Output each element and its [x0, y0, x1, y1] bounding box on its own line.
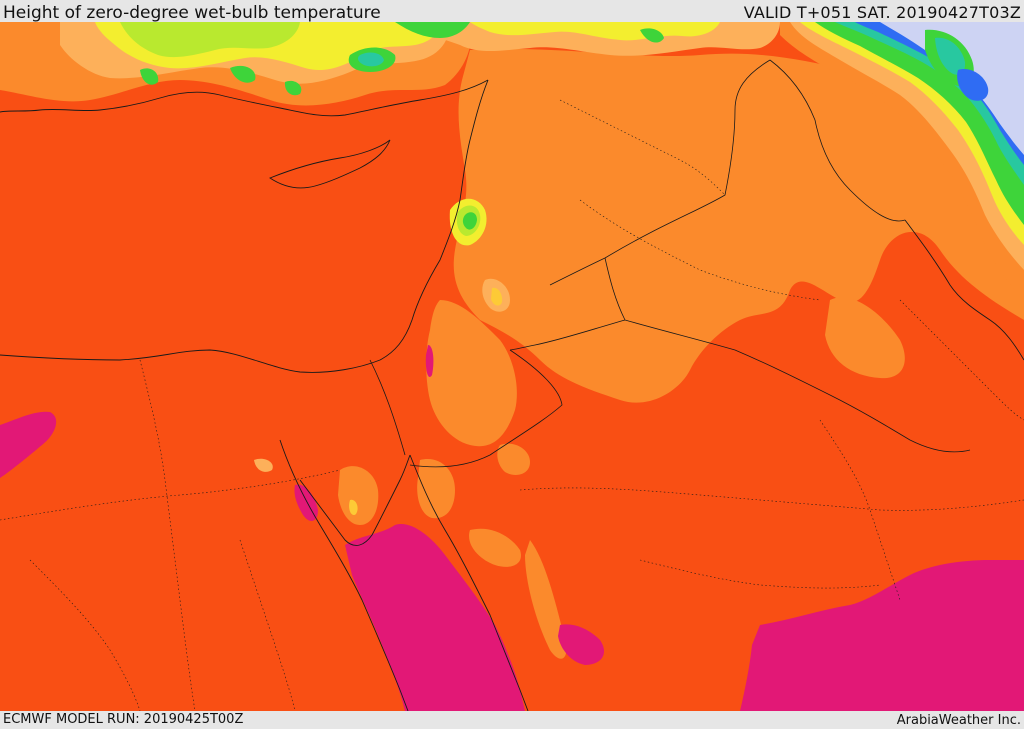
- weather-map: [0, 22, 1024, 711]
- light-orange-region-se: [825, 297, 905, 379]
- magenta-region-south: [740, 560, 1024, 711]
- border-saudi-iraq: [604, 257, 971, 453]
- pale-spot-2: [491, 287, 503, 306]
- light-orange-region-south: [469, 528, 521, 567]
- light-orange-region-sea: [497, 443, 530, 475]
- pale-spot-4: [254, 458, 273, 472]
- map-title: Height of zero-degree wet-bulb temperatu…: [3, 3, 381, 23]
- credit-label: ArabiaWeather Inc.: [896, 713, 1021, 728]
- light-orange-region-sinai: [338, 466, 379, 525]
- coastline-red-sea-west: [279, 439, 409, 711]
- footer-bar: [0, 711, 1024, 729]
- border-iraq-iran: [769, 59, 906, 222]
- iran-teal-inner: [935, 37, 966, 75]
- admin-dots-4: [559, 99, 726, 196]
- coastline-mediterranean: [0, 79, 489, 373]
- light-orange-region-north: [453, 48, 1024, 403]
- iran-lavender-band: [880, 22, 1024, 155]
- admin-dots-7: [239, 539, 296, 711]
- admin-dots-9: [899, 299, 1024, 421]
- coastline-persian-gulf: [904, 219, 1024, 361]
- coastline-red-sea-east: [409, 454, 529, 711]
- light-orange-region-red-sea: [525, 540, 567, 659]
- model-run-label: ECMWF MODEL RUN: 20190425T00Z: [3, 712, 244, 727]
- admin-dots-3: [519, 487, 1024, 511]
- magenta-region-red-sea: [345, 524, 525, 711]
- cyprus-outline: [269, 139, 391, 189]
- admin-dots-8: [579, 199, 821, 301]
- admin-dots-2: [139, 359, 196, 711]
- coastline-turkey: [0, 79, 489, 117]
- pale-spot-3: [349, 499, 358, 516]
- light-orange-region-hejaz: [417, 459, 455, 519]
- border-jordan-saudi: [409, 349, 563, 468]
- border-jordan-iraq: [509, 319, 626, 351]
- admin-dots-6: [639, 559, 881, 589]
- lebanon-teal: [462, 212, 477, 230]
- border-egypt-israel: [369, 359, 406, 456]
- turkey-green-band: [120, 22, 300, 58]
- north-green-east: [395, 22, 664, 43]
- light-orange-region-jordan: [426, 300, 517, 447]
- border-syria-iraq: [549, 59, 771, 286]
- admin-dots-5: [819, 419, 901, 601]
- header-bar: [0, 0, 1024, 22]
- magenta-spot-aqaba: [425, 345, 434, 378]
- turkey-green-spots: [140, 47, 396, 96]
- iran-blue-inner: [957, 69, 989, 101]
- admin-dots-10: [29, 559, 141, 711]
- turkey-teal-spot: [357, 52, 384, 67]
- magenta-region-gulf: [558, 624, 605, 665]
- magenta-region-west: [0, 411, 57, 478]
- coastline-gulf-suez: [299, 454, 411, 546]
- valid-time-label: VALID T+051 SAT. 20190427T03Z: [743, 3, 1021, 22]
